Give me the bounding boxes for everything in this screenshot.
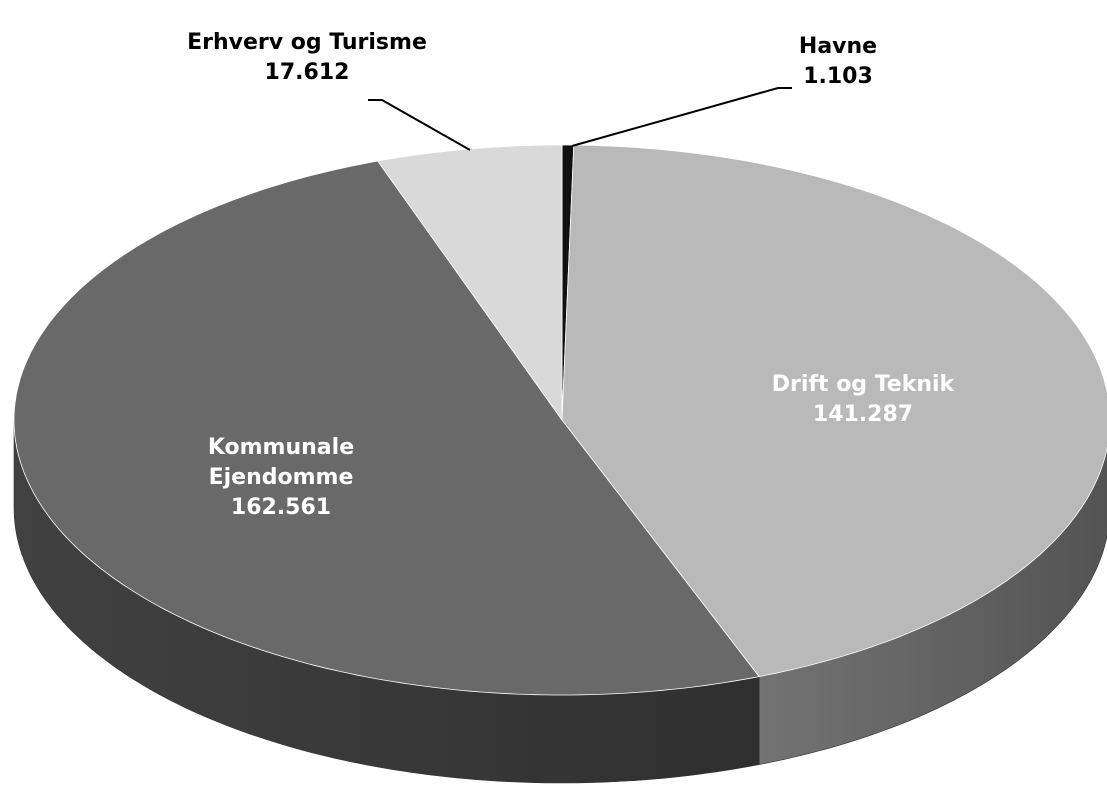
leader-line <box>368 99 471 151</box>
slice-label: Drift og Teknik 141.287 <box>738 370 988 430</box>
value-label: 162.561 <box>230 495 332 520</box>
category-label: Drift og Teknik <box>771 372 955 397</box>
slice <box>561 144 1107 678</box>
category-label: Erhverv og Turisme <box>187 30 427 55</box>
value-label: 1.103 <box>803 64 873 89</box>
slice <box>13 160 760 696</box>
value-label: 141.287 <box>812 402 914 427</box>
category-label: Havne <box>798 34 878 59</box>
slice-label: Havne 1.103 <box>713 32 963 92</box>
slice-label: Kommunale Ejendomme 162.561 <box>156 433 406 523</box>
slice-label: Erhverv og Turisme 17.612 <box>182 28 432 88</box>
category-label: Kommunale Ejendomme <box>207 435 355 490</box>
leader-line <box>571 87 792 147</box>
value-label: 17.612 <box>264 60 350 85</box>
